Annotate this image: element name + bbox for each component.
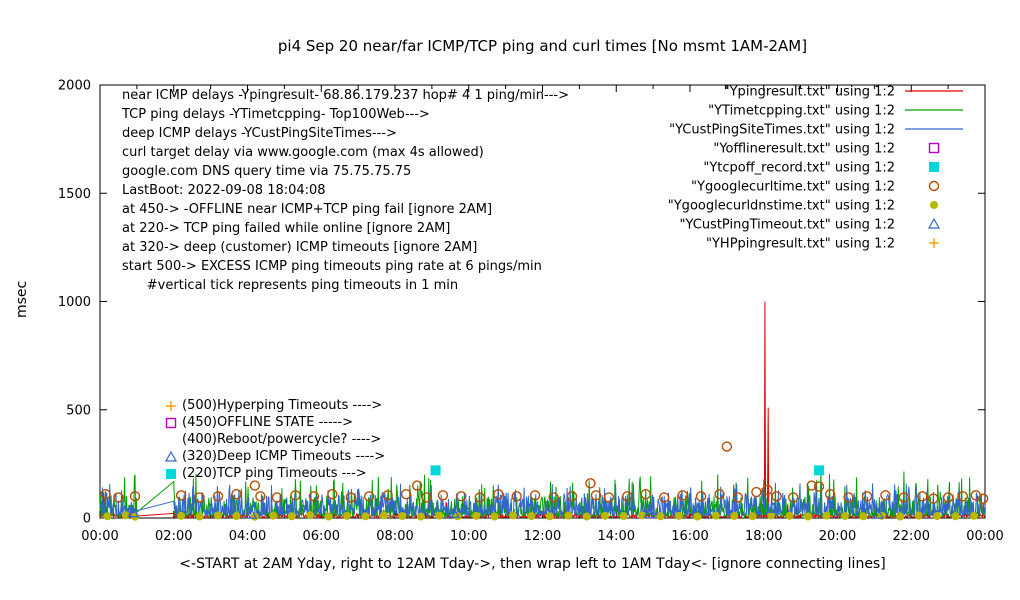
level-annotation: (450)OFFLINE STATE -----> (163, 414, 353, 431)
info-line: at 220-> TCP ping failed while online [i… (122, 221, 451, 236)
no-marker-icon (163, 432, 179, 448)
info-line: google.com DNS query time via 75.75.75.7… (122, 164, 412, 179)
level-annotation-label: (320)Deep ICMP Timeouts ----> (182, 449, 386, 464)
series-google-dns (103, 511, 978, 521)
x-tick-label: 06:00 (303, 529, 340, 544)
x-tick-label: 12:00 (524, 529, 561, 544)
info-line: at 320-> deep (customer) ICMP timeouts [… (122, 240, 478, 255)
level-annotation-label: (450)OFFLINE STATE -----> (182, 415, 353, 430)
x-axis-label: <-START at 2AM Yday, right to 12AM Tday-… (179, 556, 886, 572)
level-annotation: (320)Deep ICMP Timeouts ----> (163, 448, 385, 465)
info-block: near ICMP delays -Ypingresult- 68.86.179… (122, 86, 569, 295)
open-square-marker-icon (165, 417, 177, 428)
x-tick-label: 16:00 (671, 529, 708, 544)
info-line: #vertical tick represents ping timeouts … (122, 278, 459, 293)
filled-square-marker-icon (166, 468, 176, 479)
level-annotation: (220)TCP ping Timeouts ---> (163, 465, 367, 482)
info-line: start 500-> EXCESS ICMP ping timeouts pi… (122, 259, 542, 274)
legend-label: "Ypingresult.txt" using 1:2 (724, 85, 895, 100)
level-annotation-label: (400)Reboot/powercycle? ----> (182, 432, 382, 447)
legend-label: "YHPpingresult.txt" using 1:2 (706, 237, 895, 252)
legend-label: "Ygooglecurltime.txt" using 1:2 (691, 180, 895, 195)
x-tick-label: 22:00 (893, 529, 930, 544)
legend-label: "YTimetcpping.txt" using 1:2 (708, 104, 895, 119)
axis-ticks: 00:00 02:00 04:00 06:00 08:00 10:00 12:00 14:00… (58, 79, 1004, 545)
x-tick-label: 14:00 (598, 529, 635, 544)
y-tick-label: 2000 (58, 79, 91, 94)
plus-marker-icon (166, 400, 176, 411)
y-tick-label: 1500 (58, 187, 91, 202)
series-tcpoff (430, 465, 825, 476)
info-line: LastBoot: 2022-09-08 18:04:08 (122, 183, 326, 198)
x-tick-label: 04:00 (229, 529, 266, 544)
x-tick-label: 08:00 (376, 529, 413, 544)
legend-label: "Ytcpoff_record.txt" using 1:2 (703, 161, 895, 176)
level-annotation: (500)Hyperping Timeouts ----> (163, 397, 382, 414)
x-tick-label: 00:00 (966, 529, 1003, 544)
level-annotation-label: (220)TCP ping Timeouts ---> (182, 466, 367, 481)
info-line: TCP ping delays -YTimetcpping- Top100Web… (122, 107, 430, 122)
info-line: curl target delay via www.google.com (ma… (122, 145, 484, 160)
x-tick-label: 10:00 (450, 529, 487, 544)
y-tick-label: 500 (66, 403, 91, 418)
y-tick-label: 0 (83, 512, 91, 527)
info-line: at 450-> -OFFLINE near ICMP+TCP ping fai… (122, 202, 493, 217)
x-tick-label: 20:00 (819, 529, 856, 544)
x-tick-label: 02:00 (155, 529, 192, 544)
level-annotation-label: (500)Hyperping Timeouts ----> (182, 398, 383, 413)
x-tick-label: 00:00 (81, 529, 118, 544)
legend-label: "YCustPingTimeout.txt" using 1:2 (680, 218, 895, 233)
x-tick-label: 18:00 (745, 529, 782, 544)
legend: "Ypingresult.txt" using 1:2 "YTimetcpping… (668, 85, 963, 252)
info-line: near ICMP delays -Ypingresult- 68.86.179… (122, 88, 569, 103)
legend-label: "YCustPingSiteTimes.txt" using 1:2 (669, 123, 895, 138)
open-triangle-marker-icon (164, 450, 178, 462)
series-cust-timeout (127, 502, 885, 519)
series-google-curl (100, 441, 989, 504)
legend-label: "Ygooglecurldnstime.txt" using 1:2 (668, 199, 895, 214)
chart-title: pi4 Sep 20 near/far ICMP/TCP ping and cu… (277, 37, 808, 55)
y-tick-label: 1000 (58, 295, 91, 310)
info-line: deep ICMP delays -YCustPingSiteTimes---> (122, 126, 397, 141)
legend-label: "Yofflineresult.txt" using 1:2 (713, 142, 895, 157)
level-annotation: (400)Reboot/powercycle? ----> (163, 431, 381, 448)
